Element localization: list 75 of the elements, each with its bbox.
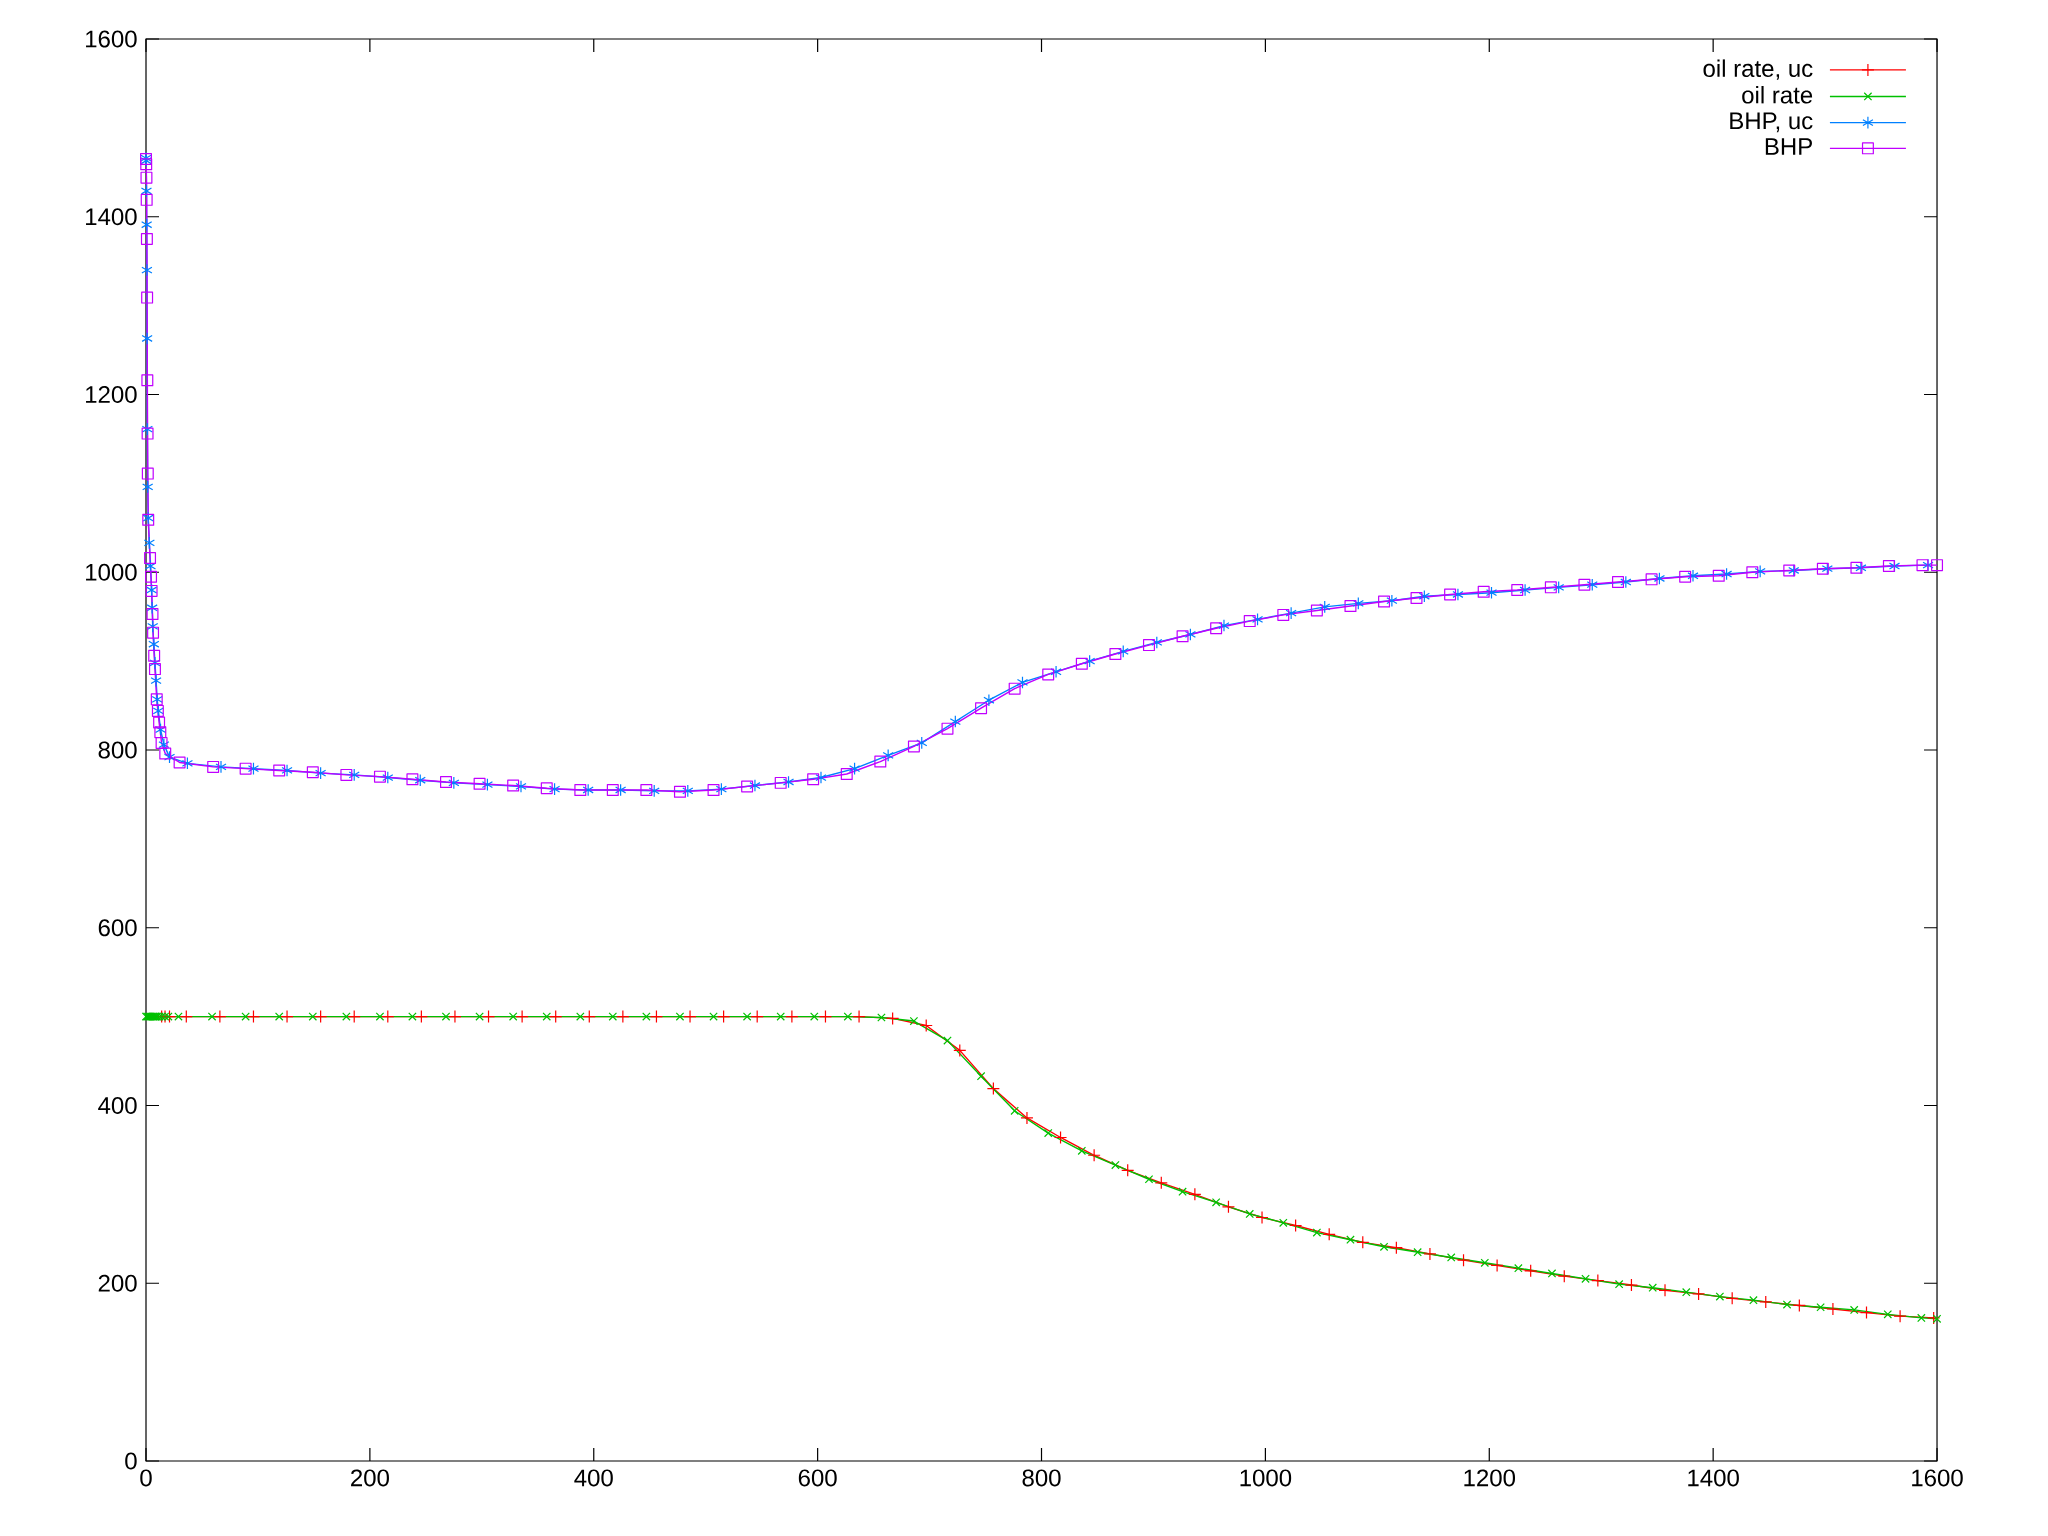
point: [381, 1010, 395, 1024]
y-tick-label: 1000: [86, 563, 137, 581]
point: [986, 1082, 1000, 1096]
point: [1658, 1283, 1672, 1297]
point: [246, 1010, 261, 1024]
x-tick-label: 0: [140, 1469, 152, 1487]
point: [1893, 1309, 1907, 1323]
point: [750, 1010, 764, 1024]
point: [347, 1010, 361, 1024]
point: [1020, 1111, 1034, 1125]
point: [1826, 1302, 1840, 1316]
x-tick-label: 1600: [1912, 1469, 1963, 1487]
point: [818, 1010, 833, 1024]
point: [1289, 1218, 1303, 1233]
point: [1591, 1273, 1605, 1288]
x-tick-label: 200: [351, 1469, 389, 1487]
x-tick-label: 1400: [1688, 1469, 1739, 1487]
point: [582, 1010, 596, 1024]
point: [314, 1010, 328, 1024]
point: [1221, 1200, 1236, 1214]
point: [649, 1010, 664, 1024]
point: [1792, 1298, 1806, 1313]
point: [1456, 1253, 1471, 1267]
y-tick-label: 1400: [86, 208, 137, 226]
legend-label: oil rate: [1742, 85, 1813, 104]
y-tick-label: 200: [98, 1274, 137, 1292]
point: [1524, 1264, 1538, 1278]
point: [953, 1043, 967, 1057]
x-tick-label: 1200: [1464, 1469, 1516, 1487]
point: [1087, 1148, 1101, 1162]
point: [549, 1010, 563, 1024]
legend-label: BHP: [1765, 138, 1812, 155]
point: [448, 1010, 462, 1024]
point: [1725, 1291, 1739, 1305]
point: [1423, 1247, 1437, 1261]
legend-label: oil rate, uc: [1703, 59, 1813, 80]
y-tick-label: 800: [98, 741, 137, 759]
point: [1389, 1241, 1403, 1255]
point: [1188, 1187, 1202, 1201]
x-tick-label: 1000: [1240, 1469, 1292, 1487]
point: [1557, 1269, 1571, 1283]
point: [1356, 1235, 1370, 1249]
y-tick-label: 400: [98, 1097, 137, 1114]
y-tick-label: 0: [125, 1452, 137, 1470]
point: [1490, 1258, 1504, 1273]
point: [213, 1010, 227, 1024]
x-tick-label: 400: [574, 1469, 613, 1487]
x-tick-label: 800: [1022, 1469, 1061, 1487]
point: [481, 1010, 496, 1024]
point: [717, 1010, 731, 1024]
point: [683, 1010, 697, 1024]
point: [1624, 1278, 1639, 1292]
point: [1759, 1295, 1773, 1309]
y-tick-label: 600: [98, 919, 137, 937]
point: [515, 1010, 529, 1024]
point: [616, 1010, 630, 1024]
x-tick-label: 600: [798, 1469, 837, 1487]
point: [179, 1010, 193, 1024]
point: [1053, 1130, 1068, 1145]
point: [1859, 1305, 1874, 1320]
point: [1691, 1287, 1706, 1301]
point: [886, 1011, 900, 1025]
y-tick-label: 1600: [86, 30, 137, 48]
point: [785, 1010, 799, 1024]
point: [1322, 1227, 1336, 1241]
y-tick-label: 1200: [86, 386, 137, 403]
point: [280, 1010, 294, 1024]
point: [1927, 1311, 1941, 1325]
point: [1255, 1210, 1269, 1225]
point: [919, 1018, 933, 1033]
point: [414, 1010, 428, 1024]
legend-label: BHP, uc: [1730, 112, 1813, 133]
point: [1154, 1176, 1168, 1190]
point: [1121, 1163, 1135, 1177]
point: [852, 1010, 866, 1024]
